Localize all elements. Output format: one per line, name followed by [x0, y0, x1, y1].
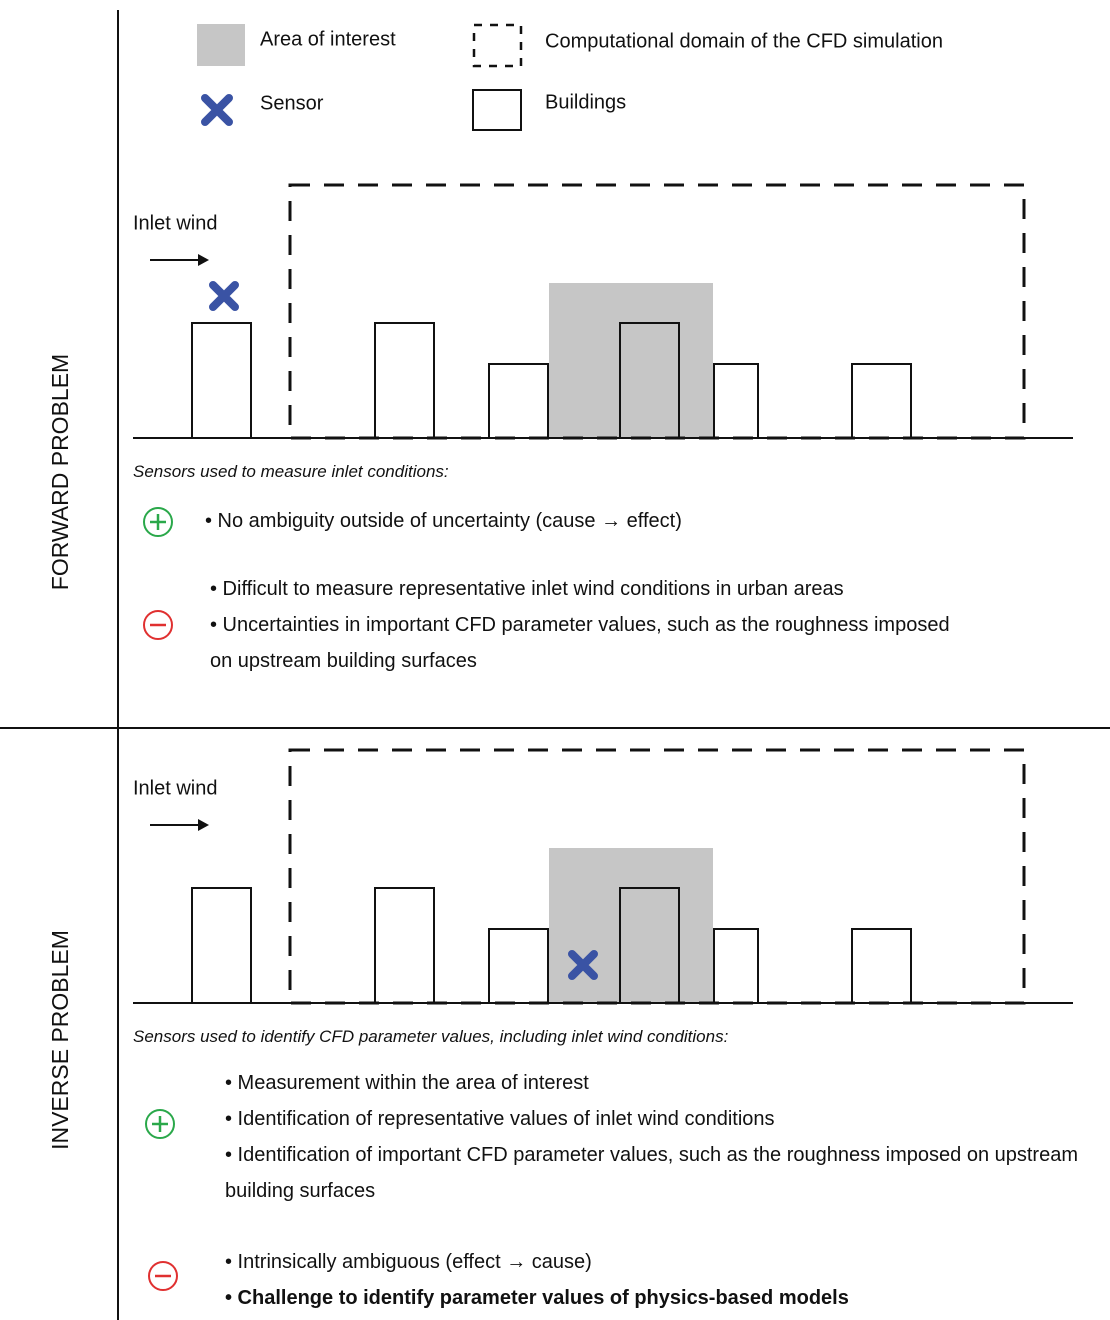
- inlet-wind-label: Inlet wind: [133, 212, 218, 234]
- minus-icon: [143, 610, 173, 640]
- legend-label: Sensor: [260, 92, 324, 114]
- disadvantages: • Difficult to measure representative in…: [210, 571, 970, 679]
- disadvantage: • Intrinsically ambiguous (effect → caus…: [225, 1251, 592, 1273]
- plus-icon: [145, 1109, 175, 1139]
- legend-domain-swatch: [472, 23, 523, 68]
- disadvantage: • Uncertainties in important CFD paramet…: [210, 614, 950, 672]
- legend-building-swatch: [472, 89, 522, 131]
- minus-icon: [148, 1261, 178, 1291]
- wind-arrowhead: [198, 254, 209, 266]
- advantage: • Measurement within the area of interes…: [225, 1072, 589, 1094]
- building: [374, 322, 435, 439]
- area-of-interest: [549, 848, 713, 1003]
- building: [713, 363, 759, 439]
- computational-domain: [288, 183, 1026, 440]
- wind-arrowhead: [198, 819, 209, 831]
- building: [851, 363, 912, 439]
- advantage: • Identification of important CFD parame…: [225, 1144, 1078, 1202]
- panel-label: INVERSE PROBLEM: [47, 930, 73, 1150]
- advantage: • No ambiguity outside of uncertainty (c…: [205, 510, 682, 532]
- building: [713, 928, 759, 1004]
- disadvantage: • Challenge to identify parameter values…: [225, 1287, 849, 1309]
- advantages: • Measurement within the area of interes…: [225, 1065, 1085, 1209]
- legend-label: Buildings: [545, 91, 626, 113]
- computational-domain: [288, 748, 1026, 1005]
- building: [851, 928, 912, 1004]
- legend-label: Computational domain of the CFD simulati…: [545, 30, 943, 52]
- advantages: • No ambiguity outside of uncertainty (c…: [205, 503, 1005, 539]
- inlet-wind-label: Inlet wind: [133, 777, 218, 799]
- building: [488, 363, 549, 439]
- legend-area-swatch: [197, 24, 245, 66]
- caption: Sensors used to measure inlet conditions…: [133, 462, 449, 481]
- building: [374, 887, 435, 1004]
- sensor: [568, 950, 598, 980]
- caption: Sensors used to identify CFD parameter v…: [133, 1027, 729, 1046]
- legend-label: Area of interest: [260, 28, 396, 50]
- plus-icon: [143, 507, 173, 537]
- sensor: [209, 281, 239, 311]
- building: [191, 322, 252, 439]
- area-of-interest: [549, 283, 713, 438]
- panel-label: FORWARD PROBLEM: [47, 354, 73, 590]
- advantage: • Identification of representative value…: [225, 1108, 775, 1130]
- building: [191, 887, 252, 1004]
- building: [488, 928, 549, 1004]
- legend-sensor-swatch: [201, 94, 233, 126]
- disadvantages: • Intrinsically ambiguous (effect → caus…: [225, 1244, 1085, 1316]
- disadvantage: • Difficult to measure representative in…: [210, 578, 844, 600]
